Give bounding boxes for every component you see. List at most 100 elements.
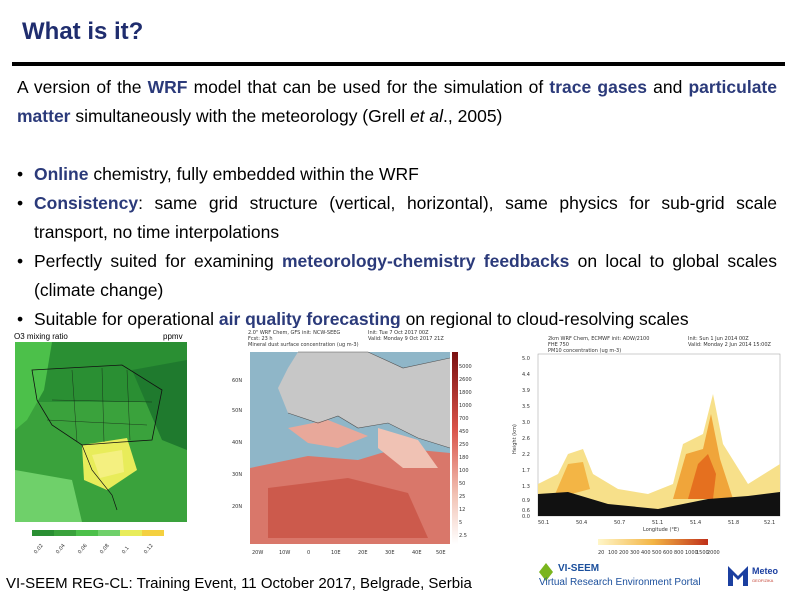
pm10-cross-section: 2km WRF Chem, ECMWF init: ADW/2100 FHE 7… [508, 334, 784, 558]
cross-header-line: Init: Sun 1 Jun 2014 00Z [688, 336, 749, 342]
bullet-item-consistency: • Consistency: same grid structure (verti… [17, 189, 777, 247]
legend-label: 100 [608, 550, 618, 556]
intro-paragraph: A version of the WRF model that can be u… [17, 73, 777, 131]
intro-text: and [647, 77, 689, 97]
lon-label: 20W [252, 550, 263, 556]
colorbar-label: 1800 [459, 390, 472, 396]
bullet-text: Suitable for operational [34, 309, 219, 329]
o3-legend-label: 0.1 [121, 545, 131, 555]
intro-text: A version of the [17, 77, 148, 97]
legend-label: 20 [598, 550, 604, 556]
xtick: 51.4 [690, 520, 701, 526]
cross-header-line: PM10 concentration (ug m-3) [548, 348, 621, 354]
bullet-highlight: air quality forecasting [218, 309, 401, 329]
o3-legend-label: 0.02 [33, 543, 45, 555]
intro-highlight-wrf: WRF [147, 77, 188, 97]
pm10-cross-section-figure: 2km WRF Chem, ECMWF init: ADW/2100 FHE 7… [508, 334, 784, 558]
lat-label: 20N [232, 504, 242, 510]
bullet-item-feedbacks: • Perfectly suited for examining meteorol… [17, 247, 777, 305]
bullet-list: • Online chemistry, fully embedded within… [17, 160, 777, 334]
europe-header-line: Init: Tue 7 Oct 2017 00Z [368, 330, 429, 336]
legend-label: 800 [674, 550, 684, 556]
colorbar-label: 5000 [459, 364, 472, 370]
bullet-item-forecasting: • Suitable for operational air quality fo… [17, 305, 777, 334]
colorbar-label: 100 [459, 468, 469, 474]
europe-header-line: Mineral dust surface concentration (ug m… [248, 342, 359, 348]
ytick: 3.5 [522, 404, 530, 410]
bullet-dot: • [17, 251, 24, 271]
ytick: 5.0 [522, 356, 530, 362]
xtick: 50.1 [538, 520, 549, 526]
o3-legend-label: 0.04 [55, 543, 67, 555]
intro-highlight-trace-gases: trace gases [549, 77, 648, 97]
bullet-highlight: Online [34, 164, 89, 184]
lon-label: 10W [279, 550, 290, 556]
colorbar-label: 700 [459, 416, 469, 422]
bullet-highlight: meteorology-chemistry feedbacks [281, 251, 570, 271]
intro-text: model that can be used for the simulatio… [187, 77, 550, 97]
cross-xlabel: Longitude (°E) [643, 527, 679, 533]
colorbar-label: 1000 [459, 403, 472, 409]
legend-label: 1500 [696, 550, 709, 556]
legend-label: 2000 [707, 550, 720, 556]
xtick: 51.8 [728, 520, 739, 526]
ytick: 3.0 [522, 420, 530, 426]
cross-xticks: 50.1 50.4 50.7 51.1 51.4 51.8 52.1 [538, 520, 775, 526]
cross-header-line: FHE 750 [548, 342, 569, 348]
europe-colorbar: 5000 2600 1800 1000 700 450 250 180 100 … [452, 352, 472, 544]
viseem-logo: VI-SEEM Virtual Research Environment Por… [536, 560, 721, 590]
footer-text: VI-SEEM REG-CL: Training Event, 11 Octob… [6, 575, 472, 592]
colorbar-label: 2600 [459, 377, 472, 383]
cross-yaxis-label: Height (km) [512, 424, 518, 454]
lon-label: 10E [331, 550, 341, 556]
bullet-text: on local to global scales (climate chang… [34, 251, 777, 300]
ytick: 1.7 [522, 468, 530, 474]
lat-label: 30N [232, 472, 242, 478]
xtick: 50.4 [576, 520, 587, 526]
europe-lat-labels: 60N 50N 40N 30N 20N [232, 378, 242, 510]
o3-legend-label: 0.06 [77, 543, 89, 555]
xtick: 50.7 [614, 520, 625, 526]
lat-label: 60N [232, 378, 242, 384]
viseem-logo-title: VI-SEEM [558, 563, 599, 574]
meteo-logo-mark [728, 566, 748, 586]
cross-legend: 20 100 200 300 400 500 600 800 1000 1500… [598, 539, 720, 556]
bullet-highlight: Consistency [34, 193, 139, 213]
bullet-dot: • [17, 309, 24, 329]
europe-header-line: 2.0" WRF Chem, GFS init: NCW-SEEG [248, 330, 340, 336]
ytick: 3.9 [522, 388, 530, 394]
intro-text: ., 2005) [443, 106, 503, 126]
intro-et-al: et al [409, 106, 444, 126]
ytick: 2.2 [522, 452, 530, 458]
viseem-logo-mark [539, 563, 553, 581]
legend-label: 300 [630, 550, 640, 556]
colorbar-label: 2.5 [459, 533, 467, 539]
legend-label: 400 [641, 550, 651, 556]
lon-label: 50E [436, 550, 446, 556]
europe-dust-figure: 2.0" WRF Chem, GFS init: NCW-SEEG Fcst: … [228, 328, 473, 562]
europe-header-line: Valid: Monday 9 Oct 2017 21Z [368, 336, 444, 342]
cross-header-line: Valid: Monday 2 Jun 2014 15:00Z [688, 342, 772, 348]
colorbar-label: 450 [459, 429, 469, 435]
meteo-logo: Meteo GEOFIZIKA [726, 560, 788, 590]
o3-legend: 0.02 0.04 0.06 0.08 0.1 0.12 [32, 530, 164, 555]
europe-lon-labels: 20W 10W 0 10E 20E 30E 40E 50E [252, 550, 446, 556]
colorbar-label: 12 [459, 507, 465, 513]
legend-label: 600 [663, 550, 673, 556]
bullet-text: on regional to cloud-resolving scales [400, 309, 689, 329]
ytick: 4.4 [522, 372, 530, 378]
o3-map-figure: O3 mixing ratio ppmv 0.02 0.04 0.06 0.08… [12, 330, 192, 562]
bullet-text: chemistry, fully embedded within the WRF [88, 164, 419, 184]
lon-label: 40E [412, 550, 422, 556]
ytick: 2.6 [522, 436, 530, 442]
legend-label: 200 [619, 550, 629, 556]
legend-label: 500 [652, 550, 662, 556]
bullet-dot: • [17, 164, 24, 184]
lat-label: 40N [232, 440, 242, 446]
bullet-item-online: • Online chemistry, fully embedded within… [17, 160, 777, 189]
cross-header-line: 2km WRF Chem, ECMWF init: ADW/2100 [548, 336, 649, 342]
lon-label: 0 [307, 550, 310, 556]
o3-unit: ppmv [163, 332, 183, 341]
bullet-text: Perfectly suited for examining [34, 251, 282, 271]
colorbar-label: 5 [459, 520, 462, 526]
